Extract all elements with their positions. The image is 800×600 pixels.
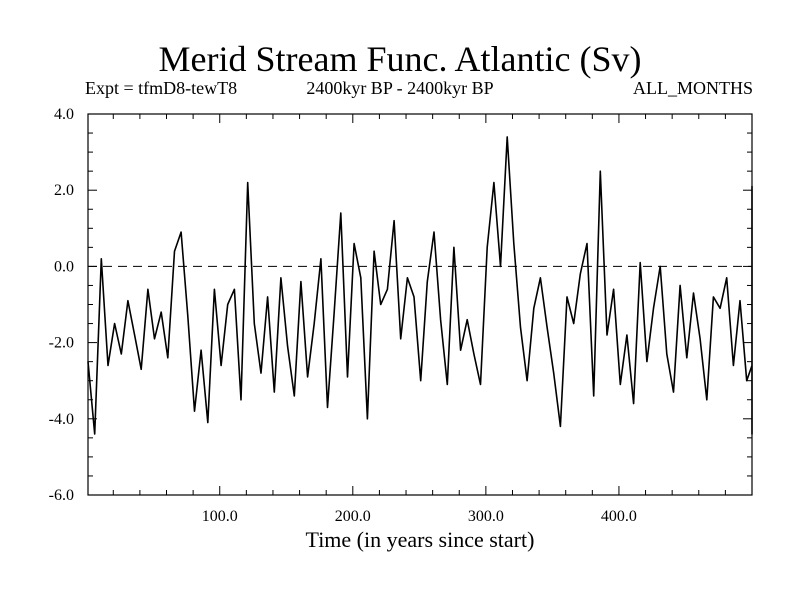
series-line [87,136,753,435]
y-tick-label: -2.0 [49,335,74,352]
y-tick-label: 0.0 [54,258,74,275]
chart-title: Merid Stream Func. Atlantic (Sv) [158,39,642,79]
experiment-label: Expt = tfmD8-tewT8 [85,78,238,98]
y-tick-label: 2.0 [54,182,74,199]
period-label: 2400kyr BP - 2400kyr BP [306,78,494,98]
x-tick-label: 300.0 [468,508,504,525]
axis-tick-labels: 4.0 2.0 0.0 -2.0 -4.0 -6.0 100.0 200.0 300.0 400.… [49,106,637,525]
axis-ticks [88,113,752,496]
y-tick-label: 4.0 [54,106,74,123]
x-tick-label: 200.0 [335,508,371,525]
months-label: ALL_MONTHS [633,78,753,98]
x-axis-label: Time (in years since start) [305,527,535,552]
y-tick-label: -4.0 [49,411,74,428]
x-tick-label: 100.0 [202,508,238,525]
y-tick-label: -6.0 [49,487,74,504]
x-tick-label: 400.0 [601,508,637,525]
